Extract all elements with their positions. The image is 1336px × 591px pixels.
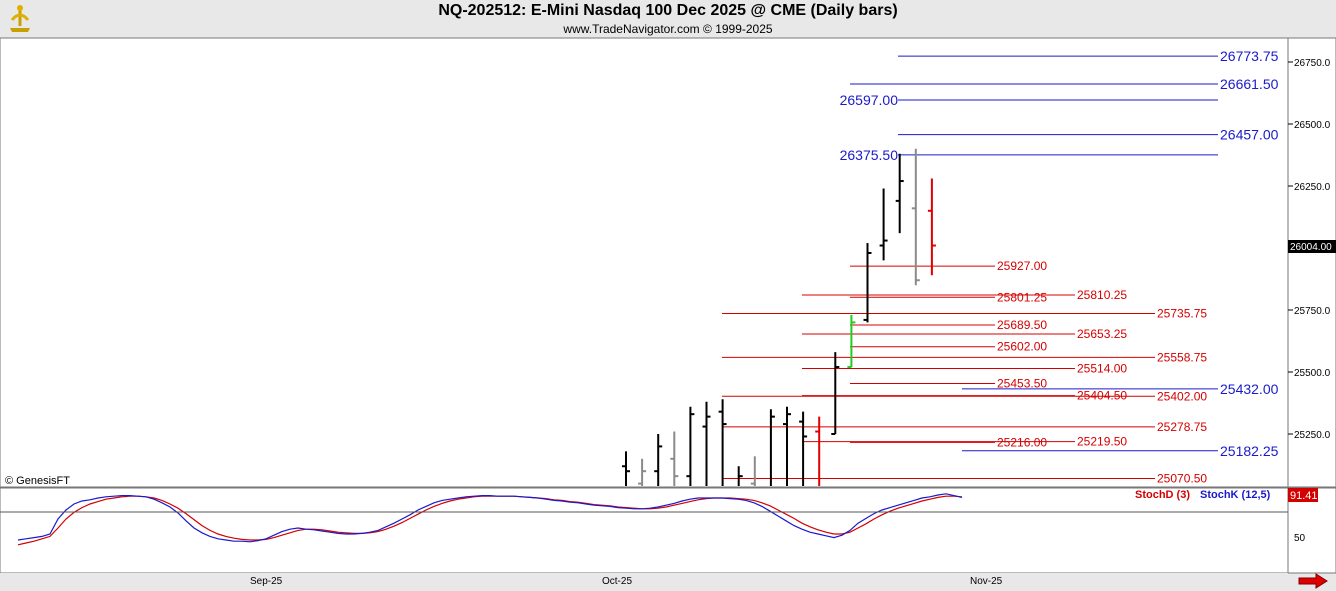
- stochastic-panel[interactable]: [0, 487, 1289, 574]
- stochastic-lines: [17, 493, 963, 546]
- ohlc-bar: [895, 153, 904, 234]
- time-axis[interactable]: [0, 573, 1288, 591]
- red-level-label: 25216.00: [997, 435, 1047, 449]
- ohlc-bar: [911, 148, 920, 286]
- ohlc-bar: [622, 451, 630, 486]
- price-tick-group: 26750.0 26500.0 26250.0 25750.0 25500.0 25250…: [1288, 58, 1331, 441]
- blue-level-label: 26375.50: [840, 147, 899, 163]
- ohlc-bar: [769, 409, 775, 486]
- watermark: © GenesisFT: [5, 475, 70, 487]
- ohlc-bar: [831, 352, 840, 435]
- ohlc-bar: [654, 434, 663, 486]
- red-level-label: 25404.50: [1077, 389, 1127, 403]
- ohlc-bar: [783, 406, 791, 486]
- red-level-label: 25801.25: [997, 290, 1047, 304]
- current-price: 26004.00: [1290, 242, 1332, 253]
- red-level-label: 25735.75: [1157, 307, 1207, 321]
- stoch-value: 91.41: [1290, 490, 1318, 502]
- ohlc-bars: [622, 148, 936, 486]
- ohlc-bar: [737, 466, 743, 486]
- time-label-oct: Oct-25: [602, 576, 632, 587]
- red-level-label: 25602.00: [997, 340, 1047, 354]
- chart-header: NQ-202512: E-Mini Nasdaq 100 Dec 2025 @ …: [0, 0, 1336, 38]
- time-label-nov: Nov-25: [970, 576, 1003, 587]
- ohlc-bar: [847, 314, 856, 369]
- red-level-label: 25278.75: [1157, 420, 1207, 434]
- blue-level-label: 26773.75: [1220, 48, 1279, 64]
- ohlc-bar: [670, 431, 679, 486]
- stoch-k-line: [17, 493, 963, 543]
- red-level-label: 25689.50: [997, 318, 1047, 332]
- blue-level-label: 26661.50: [1220, 76, 1279, 92]
- price-tick-label: 26250.0: [1294, 182, 1331, 193]
- time-label-sep: Sep-25: [250, 576, 283, 587]
- blue-level-label: 25182.25: [1220, 443, 1279, 459]
- red-level-label: 25070.50: [1157, 472, 1207, 486]
- red-level-label: 25219.50: [1077, 435, 1127, 449]
- ohlc-bar: [799, 411, 808, 486]
- red-level-label: 25810.25: [1077, 288, 1127, 302]
- red-level-label: 25927.00: [997, 259, 1047, 273]
- ohlc-bar: [718, 399, 727, 486]
- trading-logo-icon: [4, 2, 36, 34]
- price-panel[interactable]: [0, 37, 1289, 488]
- stochastic-axis[interactable]: [1287, 487, 1336, 574]
- ohlc-bar: [638, 458, 647, 486]
- ohlc-bar: [879, 188, 888, 261]
- price-axis[interactable]: [1287, 37, 1336, 488]
- blue-level-label: 26457.00: [1220, 127, 1279, 143]
- red-level-label: 25558.75: [1157, 350, 1207, 364]
- red-level-label: 25514.00: [1077, 362, 1127, 376]
- scroll-right-arrow-icon[interactable]: [1298, 573, 1328, 589]
- red-level-label: 25402.00: [1157, 389, 1207, 403]
- stoch-k-label: StochK (12,5): [1200, 489, 1271, 501]
- ohlc-bar: [750, 456, 756, 486]
- chart-title: NQ-202512: E-Mini Nasdaq 100 Dec 2025 @ …: [438, 2, 898, 19]
- stoch-value-badge: [1288, 488, 1318, 502]
- price-levels: 26773.75 26661.50 26597.00 26457.00 26375.50…: [722, 48, 1279, 486]
- blue-level-label: 25432.00: [1220, 381, 1279, 397]
- red-level-label: 25453.50: [997, 377, 1047, 391]
- ohlc-bar: [702, 401, 711, 486]
- price-tick-label: 25250.0: [1294, 430, 1331, 441]
- price-tick-label: 26500.0: [1294, 120, 1331, 131]
- price-tick-label: 25500.0: [1294, 368, 1331, 379]
- blue-level-label: 26597.00: [840, 92, 899, 108]
- current-price-badge: [1288, 240, 1336, 253]
- ohlc-bar: [815, 416, 821, 486]
- price-tick-label: 26750.0: [1294, 58, 1331, 69]
- stoch-tick-50: 50: [1294, 533, 1306, 544]
- ohlc-bar: [863, 243, 872, 323]
- chart-subtitle: www.TradeNavigator.com © 1999-2025: [563, 22, 773, 36]
- price-tick-label: 25750.0: [1294, 306, 1331, 317]
- ohlc-bar: [686, 406, 695, 486]
- red-level-label: 25653.25: [1077, 327, 1127, 341]
- ohlc-bar: [927, 178, 936, 276]
- stoch-d-label: StochD (3): [1135, 489, 1190, 501]
